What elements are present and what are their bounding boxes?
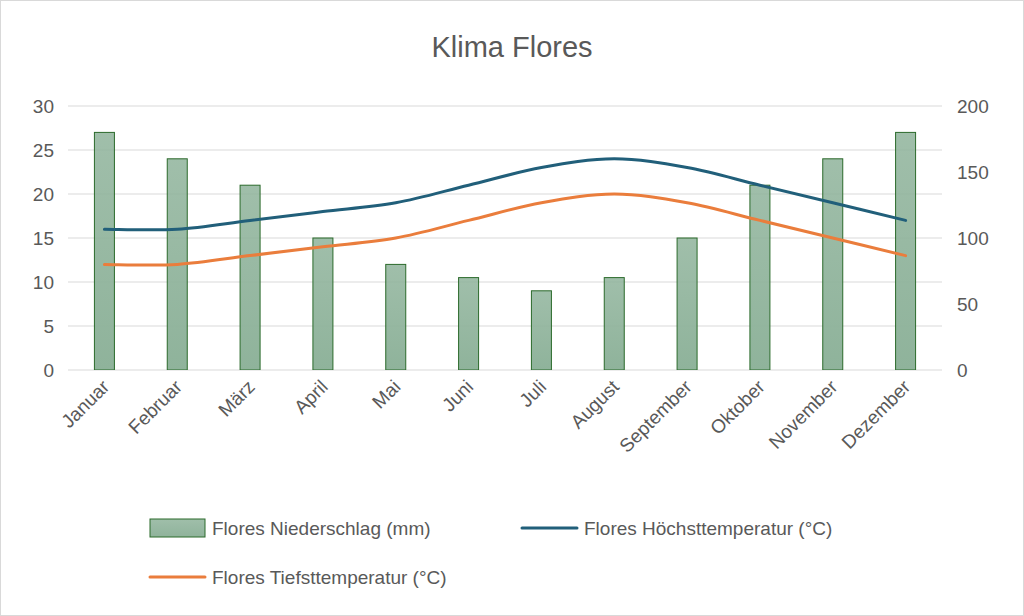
precipitation-bar	[240, 185, 260, 370]
precipitation-bar	[94, 132, 114, 370]
x-tick-label: April	[290, 376, 332, 418]
grid-line	[68, 194, 942, 195]
y2-tick	[942, 172, 946, 173]
legend-label: Flores Niederschlag (mm)	[212, 518, 431, 539]
legend-swatch	[150, 576, 205, 579]
x-tick-label: November	[765, 376, 842, 453]
x-tick-label: Juni	[438, 376, 477, 415]
chart-root: Klima Flores 0 5 10 15 20 25 30 0 50 100 150 200 Janu…	[0, 0, 1024, 616]
precipitation-bar	[677, 238, 697, 370]
legend-swatch	[522, 527, 577, 530]
precipitation-bar	[896, 132, 916, 370]
y-tick-label: 10	[33, 272, 54, 293]
y-tick-label: 15	[33, 228, 54, 249]
y2-tick	[942, 370, 946, 371]
x-tick-label: August	[566, 375, 623, 432]
precipitation-bar	[823, 159, 843, 370]
y-tick-label: 30	[33, 96, 54, 117]
y2-tick-label: 0	[957, 360, 968, 381]
x-tick-label: Januar	[57, 376, 113, 432]
legend-swatch	[150, 519, 205, 537]
y2-tick-label: 150	[957, 162, 989, 183]
plot-marks	[94, 132, 915, 370]
legend-label: Flores Höchsttemperatur (°C)	[584, 518, 832, 539]
y2-tick-label: 50	[957, 294, 978, 315]
chart-svg: Klima Flores 0 5 10 15 20 25 30 0 50 100 150 200 Janu…	[0, 0, 1024, 616]
y-tick-label: 0	[43, 360, 54, 381]
x-tick-label: März	[214, 376, 259, 421]
precipitation-bar	[531, 291, 551, 370]
temperature-line	[104, 194, 905, 265]
chart-frame	[1, 1, 1024, 616]
precipitation-bar	[604, 278, 624, 370]
y-tick-label: 25	[33, 140, 54, 161]
y-tick-label: 5	[43, 316, 54, 337]
temperature-line	[104, 159, 905, 230]
x-tick-label: Februar	[124, 376, 186, 438]
y-tick-label: 20	[33, 184, 54, 205]
precipitation-bar	[459, 278, 479, 370]
x-tick-label: September	[615, 376, 696, 457]
grid-line	[68, 238, 942, 239]
precipitation-bar	[313, 238, 333, 370]
grid-line	[68, 106, 942, 107]
y2-tick	[942, 304, 946, 305]
y2-tick-label: 100	[957, 228, 989, 249]
precipitation-bar	[750, 185, 770, 370]
x-tick-label: Juli	[515, 376, 550, 411]
y2-tick	[942, 238, 946, 239]
chart-title: Klima Flores	[431, 31, 592, 63]
grid-line	[68, 326, 942, 327]
y2-tick-label: 200	[957, 96, 989, 117]
x-tick-label: Dezember	[838, 376, 915, 453]
x-tick-label: Oktober	[706, 376, 769, 439]
y2-tick	[942, 106, 946, 107]
grid-line	[68, 282, 942, 283]
precipitation-bar	[386, 264, 406, 370]
x-tick-label: Mai	[368, 376, 405, 413]
grid-line	[68, 150, 942, 151]
grid-line	[68, 370, 942, 371]
legend-label: Flores Tiefsttemperatur (°C)	[212, 567, 447, 588]
